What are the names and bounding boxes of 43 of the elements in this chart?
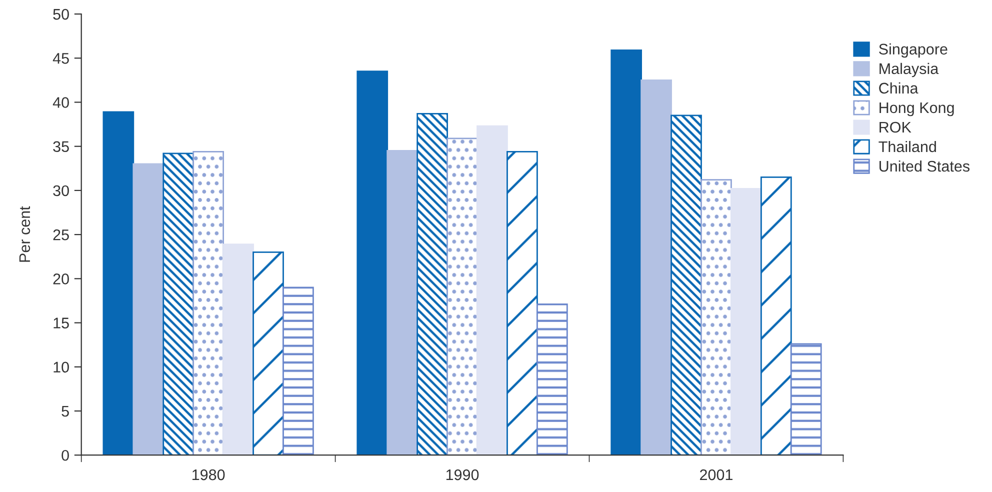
bar xyxy=(506,150,538,456)
bar xyxy=(282,286,314,456)
y-tick-label: 50 xyxy=(53,8,69,20)
bar xyxy=(162,152,194,456)
bar xyxy=(192,150,224,456)
bar xyxy=(252,252,284,456)
bar xyxy=(476,125,508,456)
bar xyxy=(670,114,702,456)
legend-label: Hong Kong xyxy=(880,102,954,116)
y-tick-label: 40 xyxy=(52,97,69,108)
y-tick-label: 20 xyxy=(53,274,69,284)
y-tick-label: 15 xyxy=(54,318,69,328)
legend-label: Thailand xyxy=(878,140,936,152)
x-tick-label: 1980 xyxy=(192,469,225,480)
y-tick-label: 0 xyxy=(62,450,69,461)
legend-label: Singapore xyxy=(879,43,948,58)
bar xyxy=(700,179,732,456)
bar xyxy=(386,150,418,456)
x-tick-label: 2001 xyxy=(700,469,732,480)
bar xyxy=(102,111,134,456)
bar xyxy=(640,79,672,456)
bar xyxy=(610,49,642,456)
bar xyxy=(222,244,254,456)
y-tick-label: 5 xyxy=(62,406,69,417)
y-tick-label: 45 xyxy=(52,53,69,64)
y-tick-label: 35 xyxy=(53,141,69,152)
bar xyxy=(760,176,792,456)
bar xyxy=(790,343,822,456)
bar xyxy=(356,70,388,456)
bar xyxy=(730,188,762,456)
y-tick-label: 25 xyxy=(53,229,69,240)
y-tick-label: 30 xyxy=(53,185,69,196)
y-axis-title: Per cent xyxy=(19,206,30,262)
bar xyxy=(446,138,478,456)
legend-label: ROK xyxy=(880,122,912,133)
legend-label: Malaysia xyxy=(880,62,939,78)
bar xyxy=(416,113,448,456)
y-tick-label: 10 xyxy=(54,362,69,373)
legend-label: China xyxy=(879,82,918,94)
bar xyxy=(536,304,568,456)
legend-label: United States xyxy=(880,160,970,172)
x-tick-label: 1990 xyxy=(446,469,479,480)
bar xyxy=(132,163,164,456)
